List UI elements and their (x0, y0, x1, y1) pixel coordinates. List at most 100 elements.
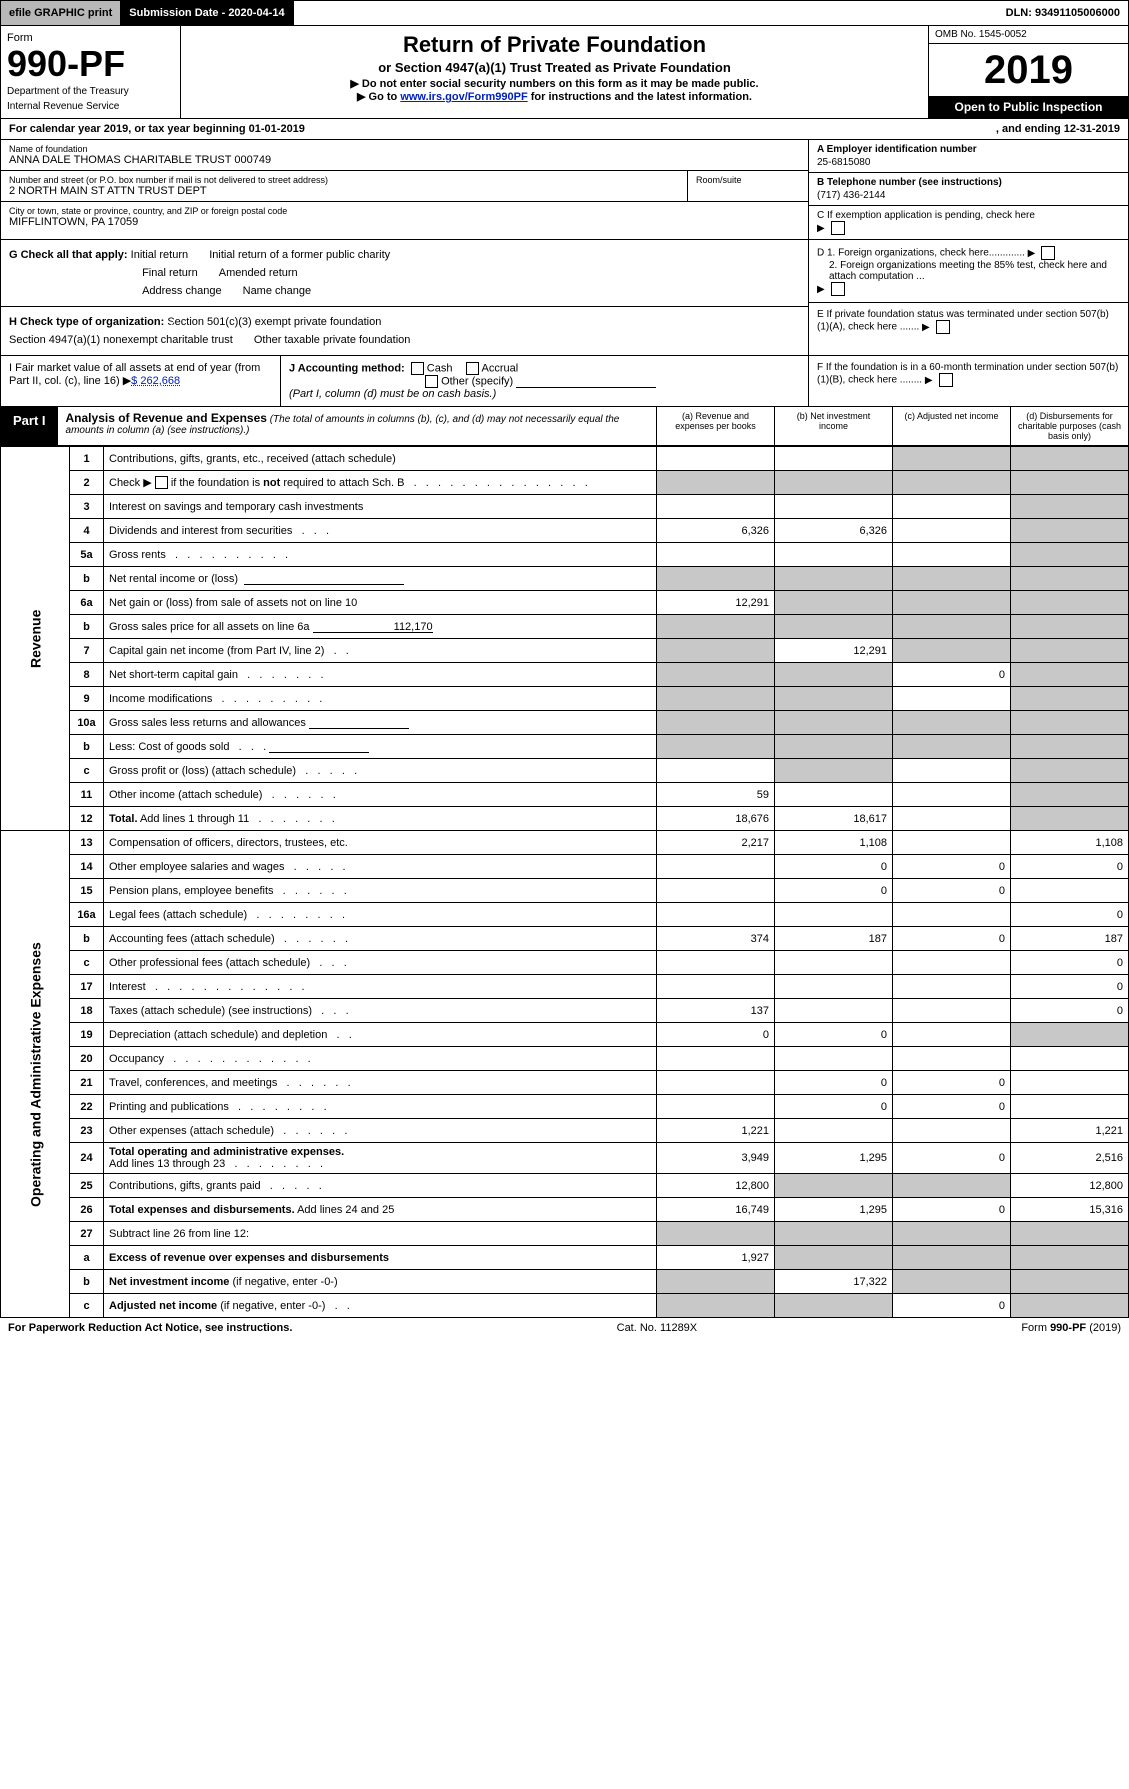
j-accrual-label: Accrual (482, 362, 519, 374)
value-cell (1011, 1270, 1129, 1294)
g-name-label: Name change (243, 285, 312, 297)
value-cell: 0 (775, 1071, 893, 1095)
row-description: Net short-term capital gain . . . . . . … (104, 663, 657, 687)
value-cell (657, 855, 775, 879)
value-cell (893, 1270, 1011, 1294)
table-row: Operating and Administrative Expenses13C… (1, 831, 1129, 855)
row-description: Occupancy . . . . . . . . . . . . (104, 1047, 657, 1071)
f-checkbox[interactable] (939, 373, 953, 387)
value-cell (775, 1174, 893, 1198)
row-number: 6a (70, 591, 104, 615)
row-description: Other employee salaries and wages . . . … (104, 855, 657, 879)
omb-number: OMB No. 1545-0052 (929, 26, 1128, 44)
value-cell (775, 687, 893, 711)
value-cell (1011, 471, 1129, 495)
value-cell: 1,108 (775, 831, 893, 855)
value-cell: 12,291 (657, 591, 775, 615)
value-cell: 0 (775, 1095, 893, 1119)
row-description: Gross sales price for all assets on line… (104, 615, 657, 639)
value-cell: 0 (1011, 999, 1129, 1023)
value-cell (893, 591, 1011, 615)
value-cell: 6,326 (657, 519, 775, 543)
value-cell (893, 1119, 1011, 1143)
value-cell (1011, 1071, 1129, 1095)
value-cell (775, 1294, 893, 1318)
row-description: Net investment income (if negative, ente… (104, 1270, 657, 1294)
table-row: 20Occupancy . . . . . . . . . . . . (1, 1047, 1129, 1071)
value-cell (1011, 639, 1129, 663)
value-cell: 3,949 (657, 1143, 775, 1174)
value-cell: 1,221 (657, 1119, 775, 1143)
col-c-header: (c) Adjusted net income (892, 407, 1010, 445)
value-cell (775, 975, 893, 999)
table-row: 22Printing and publications . . . . . . … (1, 1095, 1129, 1119)
table-row: 10aGross sales less returns and allowanc… (1, 711, 1129, 735)
footer-mid: Cat. No. 11289X (617, 1322, 698, 1334)
irs-link[interactable]: www.irs.gov/Form990PF (400, 91, 527, 103)
row-number: 4 (70, 519, 104, 543)
i-amount[interactable]: $ 262,668 (131, 375, 180, 387)
value-cell (657, 735, 775, 759)
value-cell: 0 (1011, 951, 1129, 975)
exemption-pending-label: C If exemption application is pending, c… (817, 210, 1035, 221)
row-number: 9 (70, 687, 104, 711)
open-public-inspection: Open to Public Inspection (929, 96, 1128, 118)
table-row: 15Pension plans, employee benefits . . .… (1, 879, 1129, 903)
table-row: 5aGross rents . . . . . . . . . . (1, 543, 1129, 567)
value-cell: 2,516 (1011, 1143, 1129, 1174)
value-cell (1011, 879, 1129, 903)
table-row: 19Depreciation (attach schedule) and dep… (1, 1023, 1129, 1047)
table-row: 24Total operating and administrative exp… (1, 1143, 1129, 1174)
j-other-checkbox[interactable] (425, 375, 438, 388)
row-description: Contributions, gifts, grants paid . . . … (104, 1174, 657, 1198)
exemption-pending-checkbox[interactable] (831, 221, 845, 235)
dept-treasury: Department of the Treasury (7, 86, 174, 97)
submission-date: Submission Date - 2020-04-14 (121, 1, 293, 25)
table-row: cOther professional fees (attach schedul… (1, 951, 1129, 975)
value-cell (1011, 591, 1129, 615)
col-b-header: (b) Net investment income (774, 407, 892, 445)
d1-checkbox[interactable] (1041, 246, 1055, 260)
row-number: 23 (70, 1119, 104, 1143)
value-cell (893, 1023, 1011, 1047)
row-description: Gross profit or (loss) (attach schedule)… (104, 759, 657, 783)
j-accrual-checkbox[interactable] (466, 362, 479, 375)
value-cell: 12,800 (657, 1174, 775, 1198)
efile-print-button[interactable]: efile GRAPHIC print (1, 1, 121, 25)
row-description: Pension plans, employee benefits . . . .… (104, 879, 657, 903)
value-cell: 0 (893, 1095, 1011, 1119)
table-row: 3Interest on savings and temporary cash … (1, 495, 1129, 519)
value-cell (893, 1246, 1011, 1270)
j-other-label: Other (specify) (441, 375, 513, 387)
value-cell: 59 (657, 783, 775, 807)
value-cell (893, 519, 1011, 543)
table-row: cGross profit or (loss) (attach schedule… (1, 759, 1129, 783)
value-cell: 0 (893, 663, 1011, 687)
form-note-link: ▶ Go to www.irs.gov/Form990PF for instru… (191, 90, 918, 103)
value-cell (657, 1071, 775, 1095)
value-cell (657, 1294, 775, 1318)
row-number: b (70, 927, 104, 951)
value-cell (657, 951, 775, 975)
value-cell (775, 591, 893, 615)
d2-checkbox[interactable] (831, 282, 845, 296)
e-checkbox[interactable] (936, 320, 950, 334)
value-cell (775, 759, 893, 783)
row-description: Net gain or (loss) from sale of assets n… (104, 591, 657, 615)
value-cell (893, 831, 1011, 855)
row-description: Travel, conferences, and meetings . . . … (104, 1071, 657, 1095)
value-cell: 12,800 (1011, 1174, 1129, 1198)
value-cell (775, 783, 893, 807)
value-cell: 0 (893, 879, 1011, 903)
table-row: bGross sales price for all assets on lin… (1, 615, 1129, 639)
row-number: 5a (70, 543, 104, 567)
row-number: c (70, 1294, 104, 1318)
table-row: 4Dividends and interest from securities … (1, 519, 1129, 543)
table-row: 23Other expenses (attach schedule) . . .… (1, 1119, 1129, 1143)
j-cash-checkbox[interactable] (411, 362, 424, 375)
row-number: 18 (70, 999, 104, 1023)
value-cell (893, 903, 1011, 927)
g-initial-former-label: Initial return of a former public charit… (209, 249, 390, 261)
table-row: cAdjusted net income (if negative, enter… (1, 1294, 1129, 1318)
section-vertical-label: Operating and Administrative Expenses (1, 831, 70, 1318)
